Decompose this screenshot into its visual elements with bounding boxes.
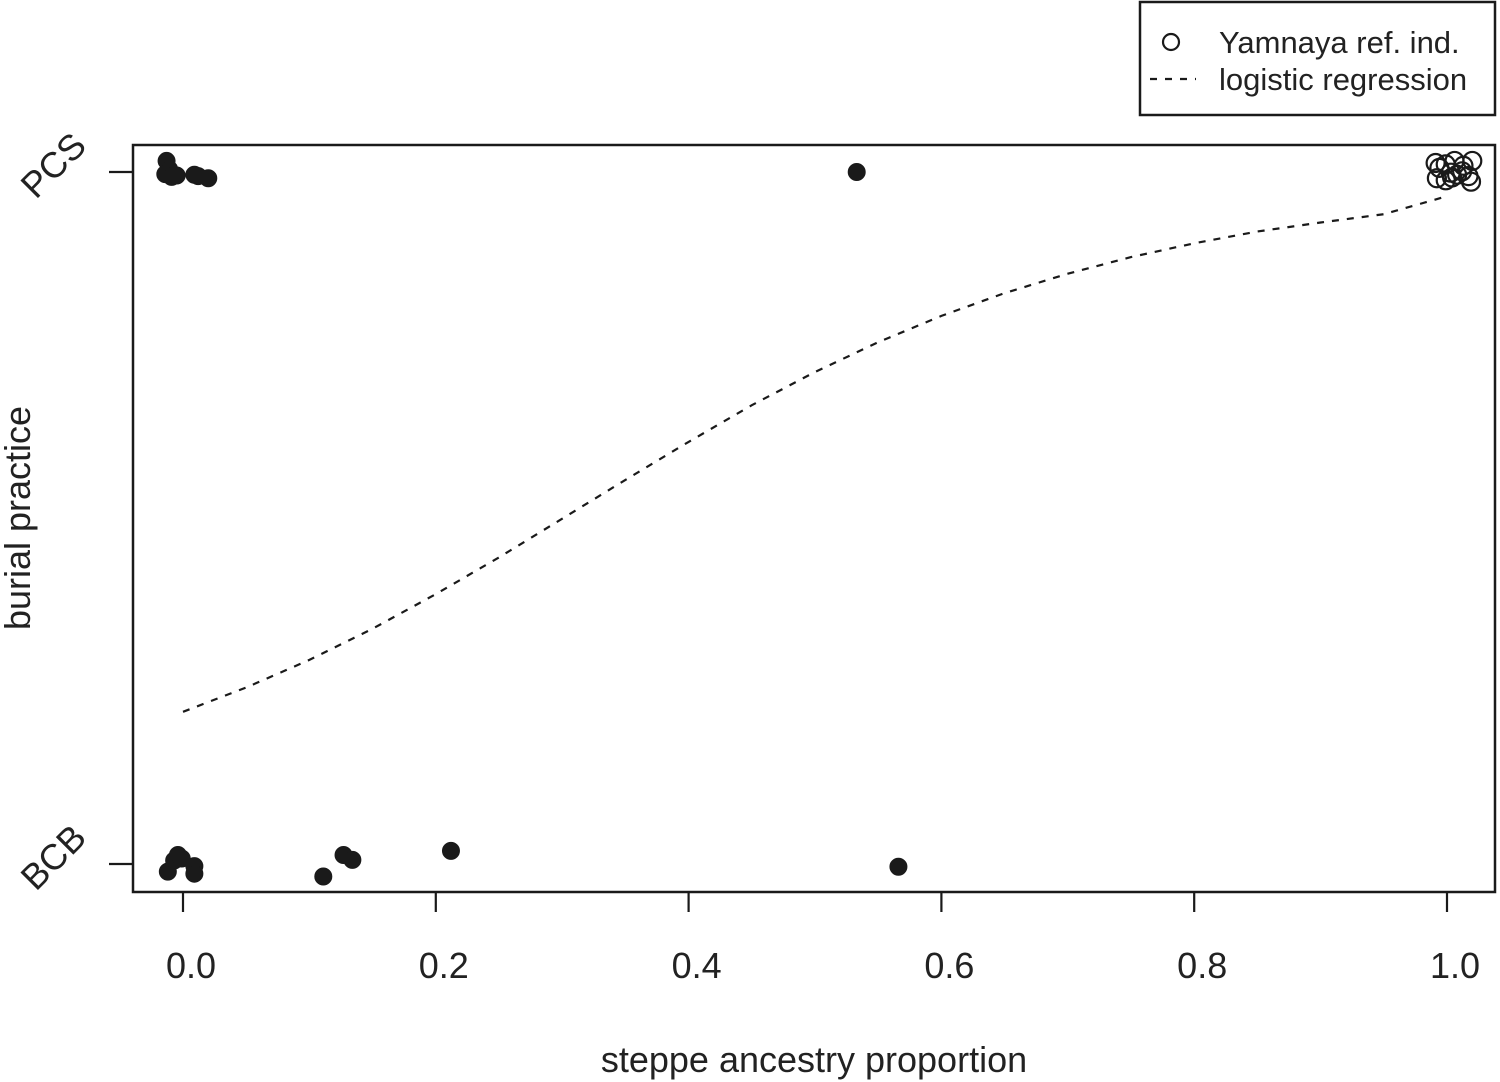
yamnaya-point-11: [1441, 167, 1463, 188]
y-tick-label-1: PCS: [12, 124, 93, 205]
x-tick-label-0: 0.0: [166, 945, 216, 986]
legend-open-circle-marker: [1161, 32, 1181, 52]
x-axis: 0.0 0.2 0.4 0.6 0.8 1.0: [166, 892, 1480, 986]
x-tick-label-3: 0.6: [924, 945, 974, 986]
x-tick-label-2: 0.4: [672, 945, 722, 986]
yamnaya-point-5: [1462, 150, 1483, 172]
logistic-regression-line: [182, 195, 1448, 713]
x-tick-label-5: 1.0: [1430, 945, 1480, 986]
sample-point-17: [343, 850, 362, 869]
yamnaya-point-0: [1425, 152, 1446, 174]
legend-label-yamnaya: Yamnaya ref. ind.: [1219, 25, 1460, 60]
plot-frame: [131, 143, 1497, 894]
sample-point-18: [441, 841, 460, 860]
sample-point-7: [199, 169, 218, 188]
sample-point-14: [185, 864, 204, 883]
yamnaya-point-13: [1460, 171, 1482, 192]
legend-box: [1138, 0, 1497, 117]
sample-point-15: [314, 867, 333, 886]
x-axis-label: steppe ancestry proportion: [601, 1039, 1027, 1080]
x-tick-label-1: 0.2: [419, 945, 469, 986]
y-tick-label-0: BCB: [12, 816, 93, 897]
sample-point-19: [889, 857, 908, 876]
legend: Yamnaya ref. ind. logistic regression: [1138, 0, 1497, 117]
y-axis-label: burial practice: [0, 406, 38, 630]
legend-label-logistic-regression: logistic regression: [1219, 62, 1467, 97]
sample-point-4: [167, 166, 186, 185]
yamnaya-point-9: [1426, 168, 1447, 189]
x-tick-label-4: 0.8: [1177, 945, 1227, 986]
sample-point-8: [847, 163, 866, 181]
data-points: [156, 150, 1483, 886]
